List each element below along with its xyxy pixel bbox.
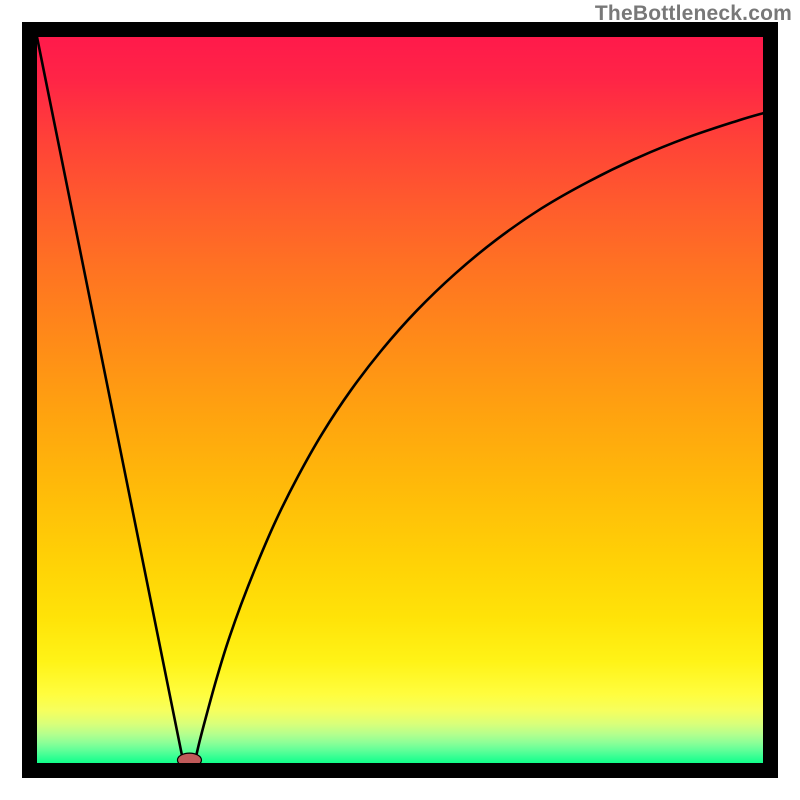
bottleneck-curve: [37, 37, 763, 763]
optimal-point-marker: [177, 753, 201, 763]
curve-left-segment: [37, 37, 183, 760]
curve-right-segment: [195, 113, 763, 760]
